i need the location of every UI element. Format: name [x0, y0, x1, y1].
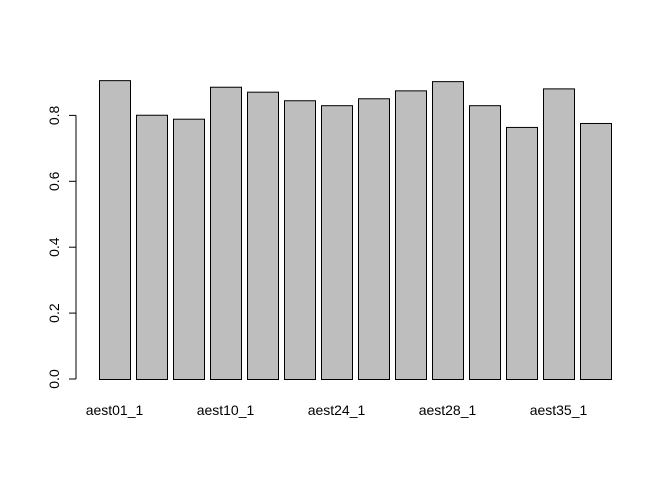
bar — [284, 100, 316, 380]
x-axis-labels: aest01_1 aest10_1 aest24_1 aest28_1 aest35_1 — [86, 402, 588, 418]
bar — [395, 90, 427, 380]
y-tick-label: 0.8 — [46, 105, 62, 125]
bar — [432, 81, 464, 381]
bar — [321, 105, 353, 381]
bar — [506, 126, 538, 381]
x-tick-label: aest35_1 — [530, 402, 588, 418]
bar — [543, 88, 575, 380]
bar — [173, 118, 205, 380]
y-tick-label: 0.0 — [46, 369, 62, 389]
y-tick-label: 0.2 — [46, 303, 62, 323]
bars — [99, 80, 612, 381]
bar — [247, 91, 279, 381]
bar — [99, 80, 131, 381]
x-tick-label: aest28_1 — [419, 402, 477, 418]
y-tick-label: 0.6 — [46, 171, 62, 191]
bar — [210, 86, 242, 381]
x-tick-label: aest24_1 — [308, 402, 366, 418]
y-tick-label: 0.4 — [46, 237, 62, 257]
x-tick-label: aest01_1 — [86, 402, 144, 418]
bar — [136, 114, 168, 380]
y-axis: 0.0 0.2 0.4 0.6 0.8 — [46, 105, 77, 389]
x-tick-label: aest10_1 — [197, 402, 255, 418]
bar — [358, 98, 390, 381]
bar — [580, 122, 612, 381]
bar — [469, 105, 501, 381]
